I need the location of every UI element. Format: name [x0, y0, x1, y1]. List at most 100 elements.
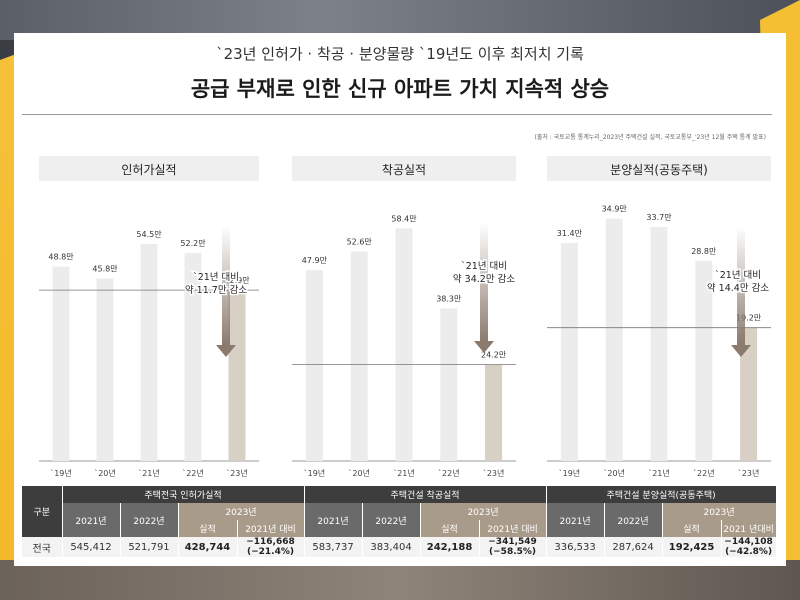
table-cell: 521,791	[120, 537, 179, 557]
bar	[184, 253, 202, 461]
year-header: 2022년	[604, 503, 663, 537]
panel-title: 착공실적	[382, 163, 426, 177]
bar-value-label: 19.2만	[736, 314, 762, 323]
panel-title: 분양실적(공동주택)	[610, 163, 708, 177]
sub-header: 2021년 대비	[479, 520, 547, 537]
year-header: 2021년	[304, 503, 363, 537]
table-cell: 287,624	[604, 537, 663, 557]
x-tick-label: `19년	[304, 468, 326, 478]
x-tick-label: `19년	[559, 468, 581, 478]
change-value: −116,668	[246, 537, 295, 547]
table-cell-change: −341,549 (−58.5%)	[479, 537, 547, 557]
page-title: 공급 부재로 인한 신규 아파트 가치 지속적 상승	[190, 77, 610, 101]
bar	[52, 266, 70, 461]
year-header: 2023년	[420, 503, 547, 520]
decrease-annotation: 약 14.4만 감소	[707, 282, 769, 294]
bar	[96, 278, 114, 461]
table-row: 전국 545,412 521,791 428,744 −116,668 (−21.…	[22, 537, 777, 557]
infographic-card: `23년 인허가 · 착공 · 분양물량 `19년도 이후 최저치 기록 공급 …	[14, 33, 786, 566]
sub-header: 2021 년대비	[721, 520, 777, 537]
background-street	[0, 560, 800, 600]
bar	[695, 261, 713, 461]
x-tick-label: `23년	[738, 468, 760, 478]
bar	[650, 226, 668, 461]
row-label: 전국	[22, 537, 63, 557]
bar	[740, 327, 758, 461]
bar-value-label: 38.3만	[436, 294, 462, 303]
table-year-header-row: 2021년 2022년 2023년 2021년 2022년 2023년 2021…	[22, 503, 777, 537]
decrease-annotation: `21년 대비	[193, 272, 239, 283]
group-header: 주택건설 착공실적	[304, 486, 547, 503]
bar	[605, 218, 623, 461]
year-header: 2021년	[62, 503, 121, 537]
bar-value-label: 47.9만	[302, 256, 328, 265]
source-note: (출처 : 국토교통 통계누리_2023년 주택건설 실적, 국토교통부_'23…	[534, 134, 766, 141]
table-cell: 583,737	[304, 537, 363, 557]
bar-value-label: 31.4만	[557, 229, 583, 238]
x-tick-label: `22년	[182, 468, 204, 478]
x-tick-label: `20년	[603, 468, 625, 478]
group-header: 주택건설 분양실적(공동주택)	[546, 486, 777, 503]
change-percent: (−58.5%)	[489, 547, 537, 557]
bar	[440, 308, 458, 461]
x-tick-label: `23년	[226, 468, 248, 478]
bar	[140, 243, 158, 461]
change-value: −341,549	[488, 537, 537, 547]
x-tick-label: `22년	[693, 468, 715, 478]
decrease-arrow-shaft	[222, 226, 230, 345]
sub-header: 실적	[420, 520, 480, 537]
bar	[305, 270, 323, 461]
panel-title: 인허가실적	[121, 163, 176, 177]
decrease-arrow-head	[216, 345, 236, 357]
table-sub-header-row: 실적 2021년 대비 실적 2021년 대비 실적 2021 년대비	[22, 520, 777, 537]
bar	[485, 364, 503, 461]
x-tick-label: `19년	[50, 468, 72, 478]
bar-value-label: 54.5만	[136, 230, 162, 239]
bar-value-label: 34.9만	[602, 205, 628, 214]
table-cell: 545,412	[62, 537, 121, 557]
table-cell-change: −144,108 (−42.8%)	[721, 537, 777, 557]
bar-value-label: 24.2만	[481, 351, 507, 360]
x-tick-label: `21년	[648, 468, 670, 478]
bar-value-label: 52.2만	[180, 239, 206, 248]
decrease-arrow-head	[731, 345, 751, 357]
table-group-header-row: 구분 주택전국 인허가실적 주택건설 착공실적 주택건설 분양실적(공동주택)	[22, 486, 777, 537]
decrease-arrow-shaft	[480, 223, 488, 341]
decrease-annotation: 약 11.7만 감소	[185, 284, 247, 296]
table-cell: 428,744	[178, 537, 238, 557]
panel-title-box	[547, 156, 771, 181]
x-tick-label: `22년	[438, 468, 460, 478]
table-cell: 192,425	[662, 537, 722, 557]
decrease-annotation: 약 34.2만 감소	[453, 273, 515, 285]
bar	[350, 251, 368, 461]
panel-title-box	[39, 156, 259, 181]
year-header: 2021년	[546, 503, 605, 537]
year-header: 2022년	[120, 503, 179, 537]
subtitle: `23년 인허가 · 착공 · 분양물량 `19년도 이후 최저치 기록	[216, 45, 584, 63]
row-header-cell: 구분	[22, 486, 63, 537]
decrease-arrow-shaft	[737, 226, 745, 345]
sub-header: 실적	[662, 520, 722, 537]
table-cell-change: −116,668 (−21.4%)	[237, 537, 305, 557]
x-tick-label: `21년	[393, 468, 415, 478]
bar-value-label: 28.8만	[691, 247, 717, 256]
x-tick-label: `20년	[94, 468, 116, 478]
bar-value-label: 48.8만	[48, 253, 74, 262]
data-table: 구분 주택전국 인허가실적 주택건설 착공실적 주택건설 분양실적(공동주택) …	[22, 486, 777, 557]
change-percent: (−42.8%)	[725, 547, 773, 557]
change-value: −144,108	[724, 537, 773, 547]
decrease-annotation: `21년 대비	[461, 261, 507, 272]
bar-value-label: 45.8만	[92, 265, 118, 274]
table-cell: 242,188	[420, 537, 480, 557]
bar-value-label: 42.9만	[224, 276, 250, 285]
decrease-annotation: `21년 대비	[715, 270, 761, 281]
decrease-arrow-head	[474, 341, 494, 353]
sub-header: 2021년 대비	[237, 520, 305, 537]
charts-area: 인허가실적 48.8만 `19년 45.8만 `20년 54.5만 `21년 52.2만 `22…	[39, 156, 771, 478]
bar-value-label: 33.7만	[646, 213, 672, 222]
year-header: 2023년	[178, 503, 305, 520]
title-divider	[22, 114, 772, 115]
bar	[228, 290, 246, 461]
bar	[395, 228, 413, 461]
year-header: 2022년	[362, 503, 421, 537]
